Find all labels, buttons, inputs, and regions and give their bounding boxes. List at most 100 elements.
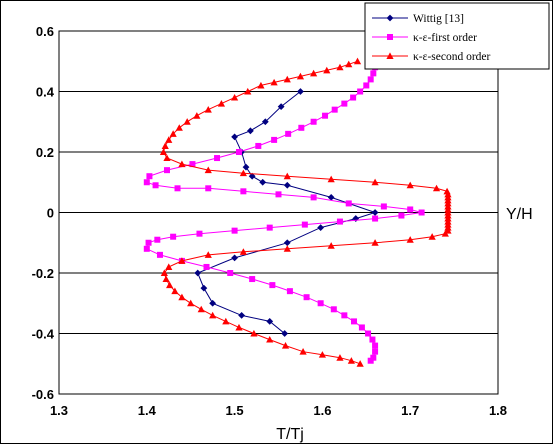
data-point xyxy=(170,233,177,240)
x-tick-label: 1.4 xyxy=(138,403,157,418)
data-point xyxy=(239,248,247,255)
data-point xyxy=(283,75,291,83)
data-point xyxy=(146,173,153,180)
data-point xyxy=(187,299,195,307)
data-point xyxy=(242,163,250,171)
data-point xyxy=(154,236,161,243)
series-3 xyxy=(159,57,452,367)
data-point xyxy=(239,169,247,177)
data-point xyxy=(178,257,186,264)
data-point xyxy=(283,181,291,189)
data-point xyxy=(407,206,414,213)
data-point xyxy=(372,348,379,355)
data-point xyxy=(259,178,267,186)
x-axis-title: T/Tj xyxy=(276,426,304,443)
data-point xyxy=(159,148,168,155)
data-point xyxy=(257,81,265,89)
data-point xyxy=(310,69,318,77)
data-point xyxy=(345,200,352,207)
data-point xyxy=(166,281,174,289)
data-point xyxy=(367,357,374,364)
data-point xyxy=(271,136,278,143)
data-point xyxy=(209,299,217,307)
data-point xyxy=(266,224,273,231)
series-layer xyxy=(143,57,452,367)
data-point xyxy=(189,161,196,168)
data-point xyxy=(209,311,217,319)
data-point xyxy=(341,100,348,107)
data-point xyxy=(296,72,305,80)
data-point xyxy=(323,66,331,74)
y-tick-label: -0.2 xyxy=(32,266,54,281)
data-point xyxy=(178,160,186,168)
data-point xyxy=(205,185,212,192)
data-point xyxy=(235,149,242,155)
data-point xyxy=(298,124,305,131)
data-point xyxy=(286,288,293,295)
data-point xyxy=(281,342,290,349)
data-point xyxy=(283,245,291,252)
x-tick-label: 1.6 xyxy=(313,403,331,418)
data-point xyxy=(178,293,186,301)
data-point xyxy=(143,179,150,186)
data-point xyxy=(327,193,335,201)
data-point xyxy=(432,184,441,192)
y-tick-label: 0.2 xyxy=(36,145,54,160)
data-point xyxy=(249,276,256,283)
data-point xyxy=(303,294,310,301)
data-point xyxy=(203,263,210,270)
data-point xyxy=(310,118,317,125)
data-point xyxy=(341,312,348,319)
data-point xyxy=(371,178,379,186)
data-point xyxy=(255,142,262,149)
data-point xyxy=(165,263,173,270)
data-point xyxy=(299,348,307,355)
data-point xyxy=(371,239,379,246)
data-point xyxy=(310,194,317,201)
series-2 xyxy=(143,61,425,364)
data-point xyxy=(261,118,269,126)
x-tick-label: 1.3 xyxy=(50,403,68,418)
y-axis-title: Y/H xyxy=(506,206,533,223)
data-point xyxy=(327,242,335,249)
data-point xyxy=(358,324,365,331)
data-point xyxy=(357,88,364,95)
data-point xyxy=(372,342,379,349)
y-tick-label: 0.6 xyxy=(36,24,54,39)
data-point xyxy=(275,191,282,198)
data-point xyxy=(156,251,163,258)
data-point xyxy=(353,57,362,65)
data-point xyxy=(356,360,364,367)
data-point xyxy=(283,172,291,180)
data-point xyxy=(336,218,343,225)
x-tick-label: 1.7 xyxy=(401,403,419,418)
data-point xyxy=(269,282,276,289)
data-point xyxy=(351,318,358,325)
data-point xyxy=(363,82,370,89)
data-point xyxy=(369,336,376,343)
data-point xyxy=(231,133,238,141)
legend-box xyxy=(364,2,550,70)
data-point xyxy=(193,112,201,119)
data-point xyxy=(277,103,285,111)
data-point xyxy=(204,166,212,174)
data-point xyxy=(428,233,436,240)
legend-label: Wittig [13] xyxy=(413,13,464,25)
data-point xyxy=(238,311,246,319)
data-point xyxy=(347,357,355,364)
data-point xyxy=(183,118,191,125)
data-point xyxy=(152,182,159,189)
data-point xyxy=(297,88,304,95)
legend-label: κ-ε-first order xyxy=(413,32,477,44)
data-point xyxy=(330,306,337,313)
data-point xyxy=(194,269,202,277)
series-line xyxy=(197,91,377,334)
data-point xyxy=(266,318,274,325)
legend-items: Wittig [13] κ-ε-first order κ-ε-second ord… xyxy=(372,13,491,63)
data-point xyxy=(163,167,170,174)
data-point xyxy=(162,275,170,283)
series-1 xyxy=(194,88,379,337)
data-point xyxy=(327,175,335,183)
data-point xyxy=(372,215,379,222)
